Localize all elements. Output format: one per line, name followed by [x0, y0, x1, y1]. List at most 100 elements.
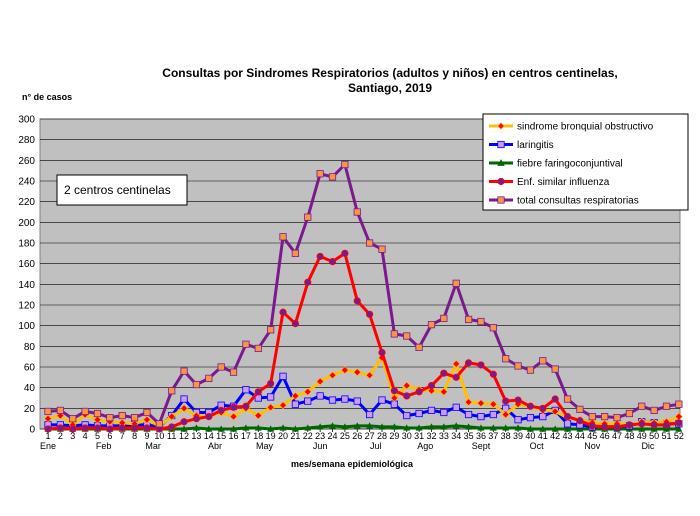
x-tick-label: 26	[352, 431, 362, 441]
data-point	[180, 404, 188, 413]
data-point	[452, 422, 460, 429]
y-tick-label: 20	[24, 404, 36, 415]
data-point	[180, 425, 188, 432]
data-point	[291, 319, 299, 328]
data-point	[675, 425, 683, 432]
data-point	[291, 392, 300, 400]
legend-item: Enf. similar influenza	[489, 177, 610, 188]
y-tick-label: 200	[18, 218, 35, 229]
series-total-consultas-respiratorias	[44, 160, 683, 428]
data-point	[316, 170, 324, 178]
data-point	[551, 407, 560, 416]
x-tick-label: 32	[426, 431, 436, 441]
data-point	[266, 403, 275, 412]
data-point	[365, 371, 374, 380]
data-point	[56, 406, 64, 415]
x-tick-label: 52	[674, 431, 684, 441]
data-point	[588, 412, 596, 421]
x-tick-label: 10	[154, 431, 164, 441]
data-point	[341, 395, 349, 403]
data-point	[341, 160, 349, 169]
data-point	[267, 393, 275, 401]
data-point	[205, 412, 213, 421]
month-label: Dic	[641, 441, 654, 451]
month-label: Sept	[472, 441, 491, 451]
data-point	[328, 173, 337, 181]
data-point	[477, 412, 485, 421]
data-point	[526, 402, 535, 410]
legend-item: fiebre faringoconjuntival	[489, 159, 623, 170]
data-point	[489, 410, 497, 419]
data-point	[279, 372, 287, 380]
data-point	[155, 420, 163, 428]
data-point	[464, 410, 473, 419]
legend-swatch-marker	[497, 122, 505, 130]
data-point	[563, 395, 572, 403]
x-tick-label: 9	[144, 431, 149, 441]
data-point	[638, 425, 646, 432]
data-point	[44, 407, 52, 416]
data-point	[403, 424, 411, 431]
data-point	[291, 249, 300, 257]
x-tick-label: 40	[525, 431, 535, 441]
x-tick-label: 23	[315, 431, 325, 441]
data-point	[390, 330, 398, 338]
x-tick-label: 28	[377, 431, 387, 441]
x-tick-label: 49	[637, 431, 647, 441]
y-axis-label: n° de casos	[22, 92, 72, 102]
data-point	[353, 422, 361, 429]
x-tick-label: 25	[340, 431, 350, 441]
data-point	[650, 421, 658, 429]
x-axis-ticks: 1 2 3 4 5 6 7 8 9 10 11 12 13 14 15 16 17 18 19 20 21 22 23 24 2…	[45, 429, 684, 441]
data-point	[440, 369, 448, 377]
data-point	[650, 425, 658, 432]
x-tick-label: 50	[649, 431, 659, 441]
y-tick-label: 120	[18, 301, 35, 312]
month-label: Feb	[96, 441, 112, 451]
data-point	[93, 409, 102, 418]
data-point	[502, 397, 510, 405]
data-point	[563, 412, 572, 421]
data-point	[106, 414, 114, 422]
x-tick-label: 29	[389, 431, 399, 441]
month-labels: Ene Feb Mar Abr May Jun Jul Ago Sept Oct Nov Dic	[40, 441, 655, 451]
data-point	[366, 422, 374, 429]
y-tick-label: 0	[29, 425, 35, 436]
data-point	[217, 425, 225, 432]
legend: sindrome bronquial obstructivo laringitis…	[482, 113, 689, 211]
data-point	[192, 424, 200, 431]
data-point	[415, 424, 423, 431]
data-point	[93, 415, 102, 424]
data-point	[341, 423, 349, 430]
data-point	[440, 314, 448, 323]
data-point	[564, 425, 572, 432]
y-tick-label: 60	[24, 363, 36, 374]
data-point	[452, 359, 461, 368]
x-tick-label: 5	[95, 431, 100, 441]
legend-swatch-marker	[497, 177, 505, 186]
x-tick-label: 38	[501, 431, 511, 441]
x-tick-label: 51	[661, 431, 671, 441]
data-point	[143, 424, 151, 432]
data-point	[341, 249, 349, 257]
data-point	[267, 379, 275, 388]
x-tick-label: 31	[414, 431, 424, 441]
data-point	[439, 387, 448, 396]
data-point	[106, 425, 114, 433]
data-point	[551, 425, 559, 432]
data-point	[303, 387, 312, 396]
data-point	[316, 377, 325, 386]
data-point	[452, 403, 460, 411]
data-point	[427, 386, 436, 395]
y-tick-label: 160	[18, 259, 35, 270]
legend-item: laringitis	[489, 140, 554, 151]
data-point	[452, 279, 460, 287]
legend-item: total consultas respiratorias	[489, 196, 639, 207]
data-point	[230, 425, 238, 432]
x-tick-label: 37	[488, 431, 498, 441]
y-tick-label: 100	[18, 321, 35, 332]
data-point	[415, 388, 423, 396]
month-label: Jul	[370, 441, 382, 451]
data-point	[304, 278, 312, 286]
data-point	[180, 418, 188, 426]
